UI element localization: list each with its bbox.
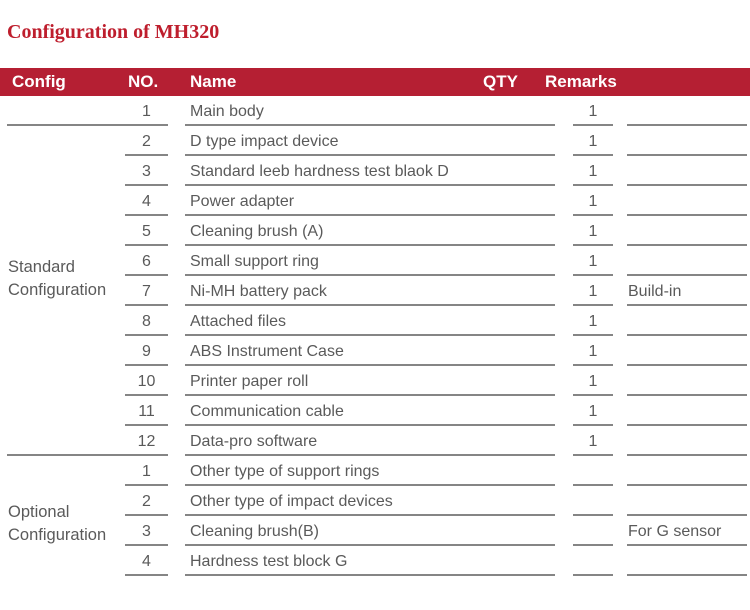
qty-cell: 1: [573, 372, 613, 396]
item-name-cell: Cleaning brush(B): [185, 522, 555, 546]
config-column-underline: [7, 454, 125, 456]
table-body: 1 Main body 1 2 D type impact device 1 3 Standa…: [0, 97, 750, 577]
header-qty: QTY: [483, 72, 518, 91]
remarks-cell: [627, 421, 747, 426]
item-name-cell: Printer paper roll: [185, 372, 555, 396]
row-number-cell: 7: [125, 282, 168, 306]
qty-cell: 1: [573, 132, 613, 156]
item-name-cell: Small support ring: [185, 252, 555, 276]
table-row: 3 Cleaning brush(B) For G sensor: [0, 517, 750, 547]
row-number-cell: 11: [125, 402, 168, 426]
remarks-cell: [627, 391, 747, 396]
table-row: 2 D type impact device 1: [0, 127, 750, 157]
table-row: 1 Other type of support rings: [0, 457, 750, 487]
row-number-cell: 12: [125, 432, 168, 456]
item-name-cell: Attached files: [185, 312, 555, 336]
row-number-cell: 4: [125, 192, 168, 216]
qty-cell: 1: [573, 162, 613, 186]
remarks-cell: [627, 481, 747, 486]
row-number-cell: 2: [125, 492, 168, 516]
item-name-cell: Other type of impact devices: [185, 492, 555, 516]
item-name-cell: D type impact device: [185, 132, 555, 156]
remarks-cell: [627, 271, 747, 276]
table-row: 4 Power adapter 1: [0, 187, 750, 217]
section-label-standard-configuration: Standard Configuration: [8, 258, 107, 299]
remarks-cell: [627, 241, 747, 246]
remarks-cell: [627, 151, 747, 156]
remarks-cell: [627, 211, 747, 216]
remarks-cell: [627, 361, 747, 366]
row-number-cell: 1: [125, 462, 168, 486]
table-row: 9 ABS Instrument Case 1: [0, 337, 750, 367]
remarks-cell: [627, 121, 747, 126]
remarks-cell: [627, 571, 747, 576]
item-name-cell: Main body: [185, 102, 555, 126]
table-row: 1 Main body 1: [0, 97, 750, 127]
qty-cell: 1: [573, 192, 613, 216]
qty-cell: [573, 481, 613, 486]
qty-cell: [573, 571, 613, 576]
section-label-optional-configuration: Optional Configuration: [8, 503, 107, 544]
table-row: 4 Hardness test block G: [0, 547, 750, 577]
table-row: 7 Ni-MH battery pack 1 Build-in: [0, 277, 750, 307]
item-name-cell: Other type of support rings: [185, 462, 555, 486]
row-number-cell: 4: [125, 552, 168, 576]
header-remarks: Remarks: [545, 72, 617, 91]
qty-cell: [573, 511, 613, 516]
header-no: NO.: [128, 72, 159, 91]
table-row: 10 Printer paper roll 1: [0, 367, 750, 397]
item-name-cell: Communication cable: [185, 402, 555, 426]
remarks-cell: [627, 451, 747, 456]
table-row: 11 Communication cable 1: [0, 397, 750, 427]
header-name: Name: [190, 72, 237, 91]
row-number-cell: 6: [125, 252, 168, 276]
remarks-cell: [627, 511, 747, 516]
qty-cell: 1: [573, 402, 613, 426]
config-column-underline: [7, 124, 125, 126]
qty-cell: 1: [573, 342, 613, 366]
item-name-cell: ABS Instrument Case: [185, 342, 555, 366]
row-number-cell: 3: [125, 162, 168, 186]
remarks-cell: [627, 331, 747, 336]
remarks-cell: For G sensor: [627, 522, 747, 546]
qty-cell: 1: [573, 282, 613, 306]
table-row: 12 Data-pro software 1: [0, 427, 750, 457]
row-number-cell: 10: [125, 372, 168, 396]
item-name-cell: Hardness test block G: [185, 552, 555, 576]
row-number-cell: 2: [125, 132, 168, 156]
qty-cell: 1: [573, 252, 613, 276]
row-number-cell: 3: [125, 522, 168, 546]
table-row: 8 Attached files 1: [0, 307, 750, 337]
row-number-cell: 8: [125, 312, 168, 336]
row-number-cell: 1: [125, 102, 168, 126]
table-row: 6 Small support ring 1: [0, 247, 750, 277]
remarks-cell: Build-in: [627, 282, 747, 306]
table-row: 3 Standard leeb hardness test blaok D 1: [0, 157, 750, 187]
remarks-cell: [627, 181, 747, 186]
item-name-cell: Standard leeb hardness test blaok D: [185, 162, 555, 186]
item-name-cell: Power adapter: [185, 192, 555, 216]
item-name-cell: Data-pro software: [185, 432, 555, 456]
qty-cell: 1: [573, 222, 613, 246]
qty-cell: 1: [573, 102, 613, 126]
qty-cell: 1: [573, 312, 613, 336]
page-title: Configuration of MH320: [7, 21, 220, 43]
table-header-row: Config NO. Name QTY Remarks: [0, 68, 750, 96]
qty-cell: 1: [573, 432, 613, 456]
item-name-cell: Cleaning brush (A): [185, 222, 555, 246]
header-config: Config: [12, 72, 66, 91]
table-row: 2 Other type of impact devices: [0, 487, 750, 517]
row-number-cell: 5: [125, 222, 168, 246]
table-row: 5 Cleaning brush (A) 1: [0, 217, 750, 247]
row-number-cell: 9: [125, 342, 168, 366]
item-name-cell: Ni-MH battery pack: [185, 282, 555, 306]
qty-cell: [573, 541, 613, 546]
